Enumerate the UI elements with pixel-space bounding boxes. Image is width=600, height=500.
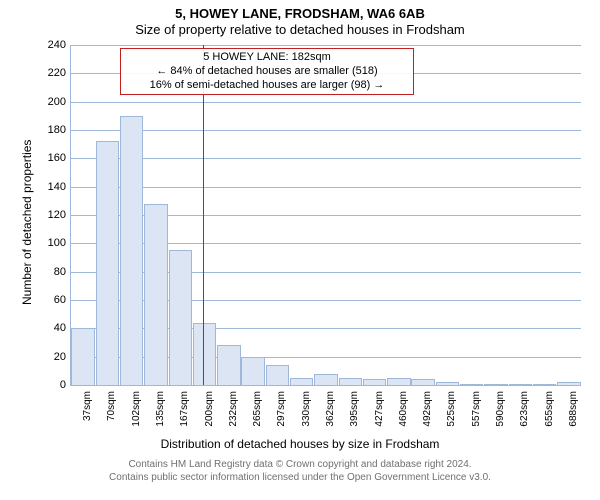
- histogram-bar: [436, 382, 459, 385]
- histogram-bar: [71, 328, 94, 385]
- ytick-label: 200: [36, 96, 66, 108]
- histogram-bar: [557, 382, 580, 385]
- page-subtitle: Size of property relative to detached ho…: [0, 22, 600, 37]
- xtick-label: 70sqm: [106, 391, 117, 439]
- footer-line: Contains HM Land Registry data © Crown c…: [0, 459, 600, 472]
- grid-line: [71, 187, 581, 188]
- ytick-label: 120: [36, 209, 66, 221]
- annotation-box: 5 HOWEY LANE: 182sqm← 84% of detached ho…: [120, 48, 414, 95]
- xtick-label: 200sqm: [204, 391, 215, 439]
- annotation-line: 16% of semi-detached houses are larger (…: [127, 79, 407, 93]
- ytick-label: 40: [36, 322, 66, 334]
- histogram-bar: [314, 374, 337, 385]
- histogram-bar: [290, 378, 313, 385]
- xtick-label: 492sqm: [422, 391, 433, 439]
- xtick-label: 590sqm: [495, 391, 506, 439]
- histogram-bar: [193, 323, 216, 385]
- annotation-line: 5 HOWEY LANE: 182sqm: [127, 51, 407, 65]
- ytick-label: 140: [36, 181, 66, 193]
- xtick-label: 427sqm: [374, 391, 385, 439]
- annotation-line: ← 84% of detached houses are smaller (51…: [127, 65, 407, 79]
- x-axis-title: Distribution of detached houses by size …: [0, 437, 600, 451]
- y-axis-title: Number of detached properties: [20, 140, 34, 305]
- xtick-label: 102sqm: [131, 391, 142, 439]
- histogram-bar: [96, 141, 119, 385]
- ytick-label: 60: [36, 294, 66, 306]
- xtick-label: 362sqm: [325, 391, 336, 439]
- histogram-bar: [241, 357, 264, 385]
- histogram-bar: [144, 204, 167, 385]
- xtick-label: 167sqm: [179, 391, 190, 439]
- footer-text: Contains HM Land Registry data © Crown c…: [0, 459, 600, 484]
- xtick-label: 557sqm: [471, 391, 482, 439]
- ytick-label: 0: [36, 379, 66, 391]
- footer-line: Contains public sector information licen…: [0, 472, 600, 485]
- xtick-label: 623sqm: [519, 391, 530, 439]
- page-title: 5, HOWEY LANE, FRODSHAM, WA6 6AB: [0, 6, 600, 21]
- ytick-label: 180: [36, 124, 66, 136]
- xtick-label: 330sqm: [301, 391, 312, 439]
- histogram-bar: [120, 116, 143, 385]
- histogram-bar: [509, 384, 532, 385]
- xtick-label: 395sqm: [349, 391, 360, 439]
- ytick-label: 240: [36, 39, 66, 51]
- xtick-label: 297sqm: [276, 391, 287, 439]
- grid-line: [71, 158, 581, 159]
- histogram-bar: [387, 378, 410, 385]
- xtick-label: 525sqm: [446, 391, 457, 439]
- histogram-bar: [411, 379, 434, 385]
- grid-line: [71, 102, 581, 103]
- xtick-label: 135sqm: [155, 391, 166, 439]
- ytick-label: 220: [36, 67, 66, 79]
- xtick-label: 460sqm: [398, 391, 409, 439]
- histogram-bar: [169, 250, 192, 385]
- ytick-label: 80: [36, 266, 66, 278]
- histogram-bar: [460, 384, 483, 385]
- histogram-bar: [339, 378, 362, 385]
- xtick-label: 232sqm: [228, 391, 239, 439]
- histogram-bar: [533, 384, 556, 385]
- xtick-label: 688sqm: [568, 391, 579, 439]
- xtick-label: 265sqm: [252, 391, 263, 439]
- ytick-label: 100: [36, 237, 66, 249]
- xtick-label: 655sqm: [544, 391, 555, 439]
- grid-line: [71, 45, 581, 46]
- property-marker-line: [203, 45, 204, 385]
- histogram-bar: [217, 345, 240, 385]
- ytick-label: 160: [36, 152, 66, 164]
- histogram-bar: [266, 365, 289, 385]
- histogram-bar: [363, 379, 386, 385]
- ytick-label: 20: [36, 351, 66, 363]
- chart-area: [70, 45, 581, 386]
- xtick-label: 37sqm: [82, 391, 93, 439]
- histogram-bar: [484, 384, 507, 385]
- grid-line: [71, 130, 581, 131]
